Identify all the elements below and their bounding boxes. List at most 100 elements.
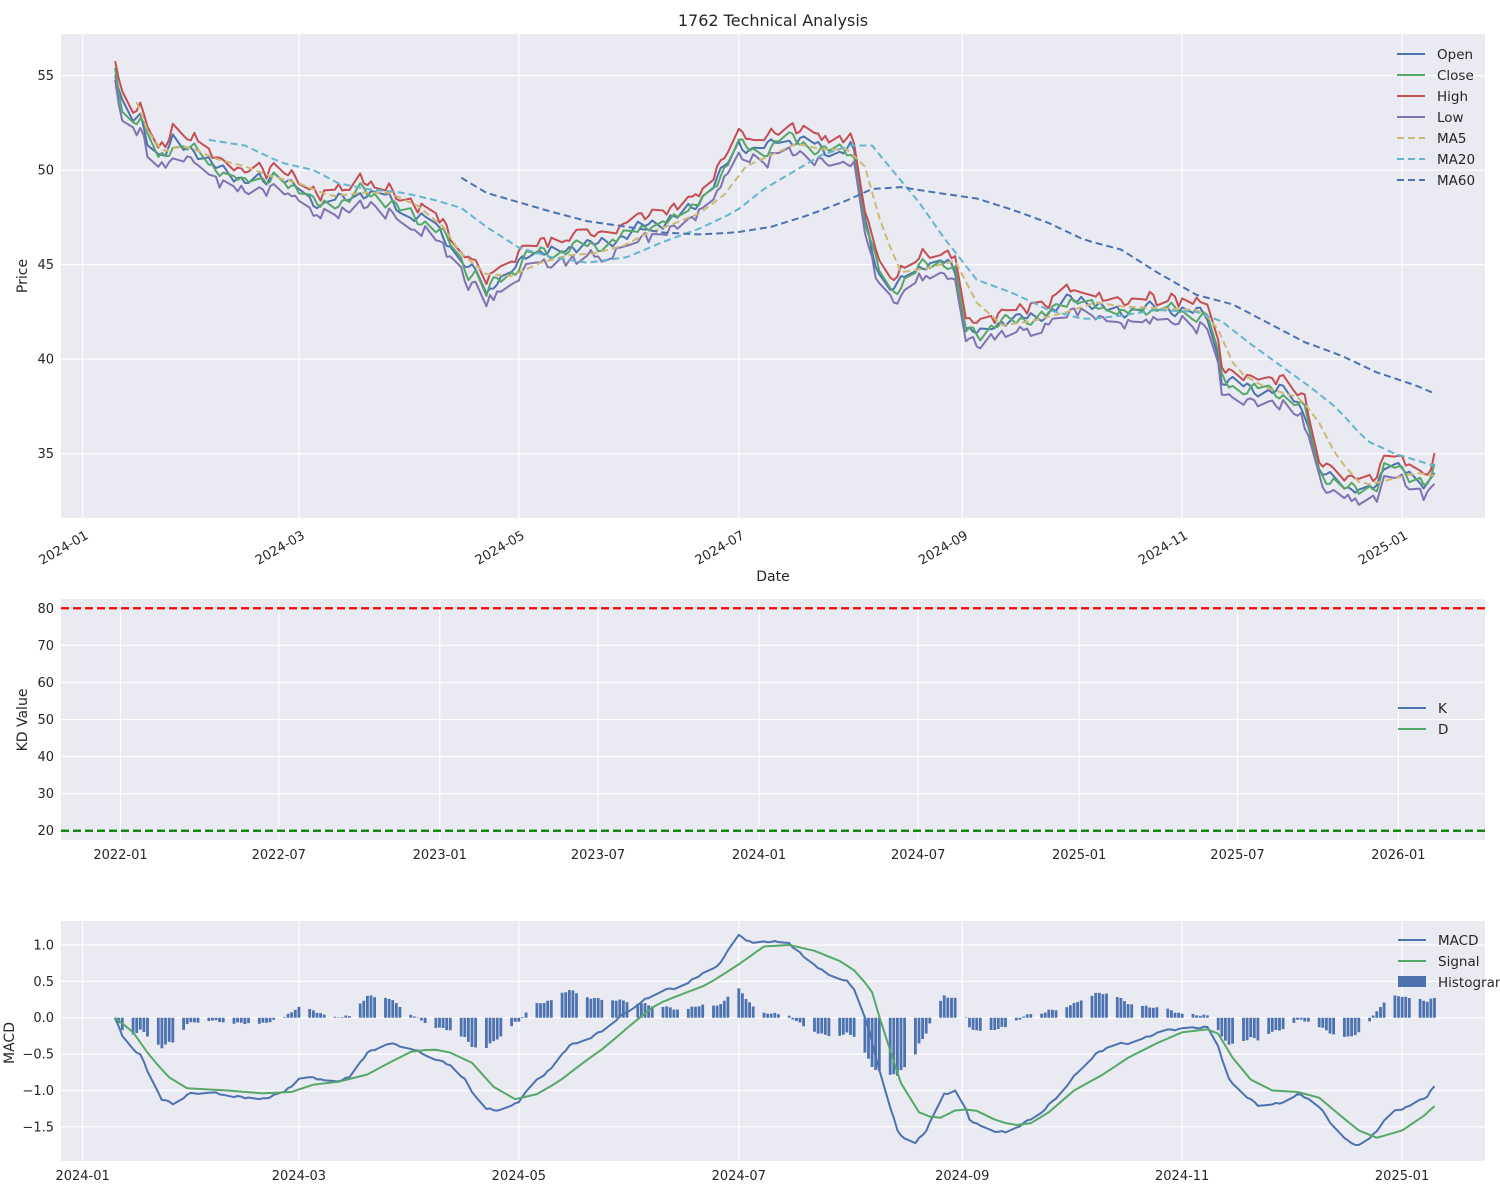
histogram-bar [823, 1017, 827, 1035]
histogram-bar [1256, 1017, 1260, 1041]
macd-y-tick-label: 1.0 [33, 939, 54, 954]
histogram-bar [1065, 1007, 1069, 1018]
histogram-bar [773, 1012, 777, 1018]
histogram-bar [665, 1006, 669, 1018]
histogram-bar [384, 997, 387, 1018]
price-series [114, 60, 1436, 506]
kd-panel: 2022-01 2022-07 2023-01 2023-07 2024-01 2024-… [15, 599, 1485, 863]
kd-y-tick-label: 30 [37, 787, 54, 802]
kd-reference-lines [61, 607, 1485, 832]
histogram-bar [1418, 998, 1422, 1018]
histogram-bar [971, 1017, 975, 1030]
price-legend-label: MA20 [1437, 152, 1475, 168]
price-plot-background [61, 34, 1485, 518]
kd-x-tick-label: 2023-07 [571, 848, 625, 863]
histogram-bar [715, 1005, 719, 1018]
histogram-bar [741, 993, 744, 1018]
histogram-bar [293, 1009, 297, 1018]
ma20-line [208, 138, 1435, 467]
kd-y-tick-label: 20 [37, 824, 54, 839]
histogram-bar [567, 990, 571, 1018]
histogram-bar [676, 1009, 679, 1018]
histogram-bar [560, 992, 564, 1018]
histogram-bar [1357, 1017, 1361, 1033]
price-legend-label: Close [1437, 68, 1474, 84]
histogram-bar [1343, 1017, 1346, 1037]
histogram-bar [993, 1017, 997, 1030]
price-legend-label: High [1437, 89, 1468, 105]
histogram-bar [690, 1006, 694, 1018]
histogram-bar [968, 1017, 971, 1028]
histogram-bar [268, 1017, 272, 1023]
histogram-bar [798, 1017, 802, 1023]
histogram-bar [467, 1017, 470, 1042]
histogram-bar [1270, 1017, 1274, 1032]
histogram-bar [686, 1008, 690, 1018]
price-legend-entry: Low [1397, 110, 1464, 126]
chart-title: 1762 Technical Analysis [678, 11, 868, 30]
histogram-bar [975, 1017, 979, 1031]
histogram-bar [845, 1017, 849, 1033]
histogram-bar [748, 1002, 751, 1018]
price-legend-entry: MA60 [1397, 173, 1475, 189]
histogram-bar [333, 1016, 337, 1018]
histogram-bar [1069, 1005, 1072, 1018]
histogram-bar [1119, 997, 1123, 1018]
histogram-bar [668, 1007, 672, 1018]
histogram-bar [1281, 1017, 1285, 1030]
histogram-bar [777, 1014, 780, 1018]
histogram-bar [1000, 1017, 1004, 1027]
kd-legend-entry: D [1398, 722, 1448, 738]
histogram-bar [319, 1013, 322, 1018]
histogram-bar [896, 1017, 899, 1076]
histogram-bar [232, 1017, 236, 1024]
histogram-bar [167, 1017, 171, 1042]
histogram-bar [953, 997, 957, 1018]
histogram-bar [1231, 1017, 1234, 1044]
kd-x-tick-label: 2022-07 [252, 848, 306, 863]
histogram-bar [950, 997, 953, 1018]
histogram-bar [744, 998, 748, 1018]
histogram-bar [593, 997, 596, 1018]
histogram-bar [877, 1017, 881, 1072]
histogram-bar [1278, 1017, 1281, 1031]
histogram-bar [1014, 1017, 1018, 1021]
histogram-bar [611, 1000, 614, 1018]
histogram-bar [193, 1017, 196, 1023]
histogram-bar [470, 1017, 474, 1047]
histogram-bar [1216, 1017, 1220, 1031]
histogram-bar [1206, 1015, 1209, 1018]
price-x-tick-label: 2024-11 [1136, 528, 1191, 568]
macd-y-tick-label: 0.0 [33, 1011, 54, 1026]
histogram-bar [495, 1017, 499, 1040]
macd-y-tick-label: −0.5 [22, 1048, 54, 1063]
kd-y-tick-label: 60 [37, 676, 54, 691]
histogram-bar [1018, 1017, 1022, 1020]
histogram-bar [849, 1017, 852, 1035]
macd-y-tick-label: −1.5 [22, 1120, 54, 1135]
histogram-bar [156, 1017, 160, 1045]
kd-x-tick-label: 2024-07 [891, 848, 945, 863]
histogram-bar [585, 997, 589, 1018]
histogram-bar [928, 1017, 932, 1024]
histogram-bar [874, 1017, 878, 1070]
histogram-bar [769, 1013, 773, 1018]
histogram-bar [1375, 1011, 1379, 1018]
histogram-bar [196, 1017, 200, 1023]
histogram-bar [146, 1017, 149, 1037]
histogram-bar [344, 1015, 348, 1018]
histogram-bar [398, 1006, 402, 1018]
kd-legend-entry: K [1398, 701, 1448, 717]
histogram-bar [625, 1002, 629, 1018]
histogram-bar [964, 1017, 968, 1018]
kd-x-tick-label: 2023-01 [413, 848, 467, 863]
histogram-bar [622, 1000, 625, 1018]
histogram-bar [549, 1000, 553, 1018]
kd-x-tick-label: 2026-01 [1371, 848, 1425, 863]
kd-y-tick-label: 80 [37, 602, 54, 617]
histogram-bar [996, 1017, 1000, 1029]
histogram-bar [1090, 995, 1094, 1018]
macd-x-tick-label: 2025-01 [1375, 1169, 1429, 1184]
histogram-bar [600, 999, 604, 1018]
